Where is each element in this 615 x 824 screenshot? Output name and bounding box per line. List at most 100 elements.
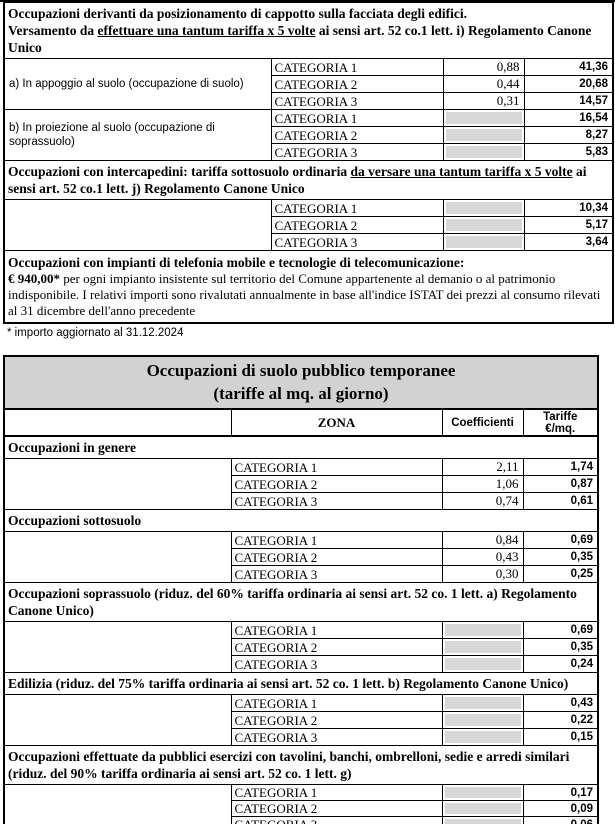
categoria-cell: CATEGORIA 1 bbox=[230, 784, 443, 801]
table-row: Occupazioni in genere bbox=[3, 435, 599, 459]
table-row: CATEGORIA 3 3,64 bbox=[4, 233, 614, 251]
row-label-empty bbox=[3, 694, 232, 746]
coefficiente-cell-shaded bbox=[442, 109, 525, 127]
coefficiente-cell: 1,06 bbox=[441, 475, 524, 493]
tariffa-cell: 0,69 bbox=[522, 531, 599, 549]
table-row: Occupazioni soprassuolo (riduz. del 60% … bbox=[3, 582, 599, 622]
coefficiente-cell: 0,74 bbox=[441, 492, 524, 510]
table-row: Occupazioni di suolo pubblico temporanee… bbox=[3, 355, 599, 410]
coefficiente-cell-shaded bbox=[441, 621, 524, 639]
section-heading-cappotto: Occupazioni derivanti da posizionamento … bbox=[3, 1, 614, 59]
table-row: CATEGORIA 2 0,09 bbox=[4, 800, 599, 817]
column-header-tariffe-line1: Tariffe bbox=[543, 410, 578, 423]
table-row: Occupazioni effettuate da pubblici eserc… bbox=[3, 745, 599, 785]
tariffa-cell: 16,54 bbox=[523, 109, 614, 127]
heading-line: Occupazioni derivanti da posizionamento … bbox=[8, 6, 467, 21]
categoria-cell: CATEGORIA 1 bbox=[270, 109, 444, 127]
tariffa-cell: 0,61 bbox=[522, 492, 599, 510]
coefficiente-cell: 0,43 bbox=[441, 548, 524, 566]
table-row: Occupazioni derivanti da posizionamento … bbox=[3, 1, 614, 59]
categoria-cell: CATEGORIA 2 bbox=[270, 75, 444, 93]
table-row: CATEGORIA 3 0,15 bbox=[4, 728, 599, 746]
coefficiente-cell-shaded bbox=[441, 655, 524, 673]
section-heading-sottosuolo: Occupazioni sottosuolo bbox=[3, 509, 599, 532]
categoria-cell: CATEGORIA 3 bbox=[230, 492, 443, 510]
tariffa-cell: 0,15 bbox=[522, 728, 599, 746]
coefficiente-cell: 2,11 bbox=[441, 458, 524, 476]
tariffa-cell: 0,87 bbox=[522, 475, 599, 493]
section-heading-edilizia: Edilizia (riduz. del 75% tariffa ordinar… bbox=[3, 672, 599, 695]
coefficiente-cell: 0,44 bbox=[442, 75, 525, 93]
categoria-cell: CATEGORIA 2 bbox=[230, 638, 443, 656]
table-row: CATEGORIA 1 0,69 bbox=[3, 621, 599, 673]
row-label-empty bbox=[3, 621, 232, 673]
tariffa-cell: 20,68 bbox=[523, 75, 614, 93]
row-label-empty bbox=[3, 784, 232, 824]
column-header-zona: ZONA bbox=[230, 408, 443, 437]
coefficiente-cell-shaded bbox=[441, 800, 524, 817]
column-header-tariffe: Tariffe €/mq. bbox=[522, 408, 599, 437]
tariffa-cell: 5,83 bbox=[523, 143, 614, 161]
telefonia-body: per ogni impianto insistente sul territo… bbox=[8, 271, 601, 318]
heading-text: ai sensi art. 52 co.1 lett. j) Regolamen… bbox=[8, 164, 587, 196]
categoria-cell: CATEGORIA 3 bbox=[230, 728, 443, 746]
table-row: a) In appoggio al suolo (occupazione di … bbox=[3, 58, 614, 110]
section-heading-pubblici-esercizi: Occupazioni effettuate da pubblici eserc… bbox=[3, 745, 599, 785]
categoria-cell: CATEGORIA 2 bbox=[230, 548, 443, 566]
coefficiente-cell: 0,84 bbox=[441, 531, 524, 549]
categoria-cell: CATEGORIA 3 bbox=[230, 655, 443, 673]
categoria-cell: CATEGORIA 1 bbox=[270, 58, 444, 76]
coefficiente-cell-shaded bbox=[441, 638, 524, 656]
table-row: CATEGORIA 3 5,83 bbox=[4, 143, 614, 161]
column-header-empty bbox=[3, 408, 232, 437]
table-row: CATEGORIA 2 0,22 bbox=[4, 711, 599, 729]
footnote: * importo aggiornato al 31.12.2024 bbox=[7, 327, 184, 339]
coefficiente-cell-shaded bbox=[441, 816, 524, 824]
telefonia-title: Occupazioni con impianti di telefonia mo… bbox=[8, 255, 465, 270]
table-row: CATEGORIA 1 10,34 bbox=[3, 199, 614, 251]
row-label-empty bbox=[3, 531, 232, 583]
categoria-cell: CATEGORIA 3 bbox=[230, 816, 443, 824]
coefficiente-cell-shaded bbox=[442, 216, 525, 234]
table-row: CATEGORIA 2 0,35 bbox=[4, 638, 599, 656]
categoria-cell: CATEGORIA 1 bbox=[270, 199, 444, 217]
table-row: CATEGORIA 1 2,11 1,74 bbox=[3, 458, 599, 510]
tariffa-cell: 0,24 bbox=[522, 655, 599, 673]
categoria-cell: CATEGORIA 1 bbox=[230, 458, 443, 476]
coefficiente-cell: 0,31 bbox=[442, 92, 525, 110]
section-heading-intercapedini: Occupazioni con intercapedini: tariffa s… bbox=[3, 160, 614, 200]
row-label-appoggio: a) In appoggio al suolo (occupazione di … bbox=[3, 58, 272, 110]
column-header-row: ZONA Coefficienti Tariffe €/mq. bbox=[3, 408, 599, 437]
categoria-cell: CATEGORIA 2 bbox=[230, 711, 443, 729]
coefficiente-cell-shaded bbox=[441, 784, 524, 801]
coefficiente-cell: 0,88 bbox=[442, 58, 525, 76]
coefficiente-cell-shaded bbox=[441, 728, 524, 746]
tariffa-cell: 0,22 bbox=[522, 711, 599, 729]
table-title-line1: Occupazioni di suolo pubblico temporanee bbox=[146, 361, 456, 380]
table-row: Occupazioni con impianti di telefonia mo… bbox=[3, 250, 614, 324]
table-title-line2: (tariffe al mq. al giorno) bbox=[213, 384, 389, 403]
table-row: CATEGORIA 2 5,17 bbox=[4, 216, 614, 234]
table-row: CATEGORIA 2 1,06 0,87 bbox=[4, 475, 599, 493]
section-telefonia: Occupazioni con impianti di telefonia mo… bbox=[3, 250, 614, 324]
row-label-empty bbox=[3, 458, 232, 510]
column-header-coefficienti: Coefficienti bbox=[441, 408, 524, 437]
table-suolo-pubblico-temporanee: Occupazioni di suolo pubblico temporanee… bbox=[3, 355, 599, 824]
table-row: Occupazioni sottosuolo bbox=[3, 509, 599, 532]
telefonia-paragraph: € 940,00* per ogni impianto insistente s… bbox=[8, 271, 606, 319]
tariffa-cell: 14,57 bbox=[523, 92, 614, 110]
coefficiente-cell-shaded bbox=[441, 711, 524, 729]
tariffa-cell: 0,17 bbox=[522, 784, 599, 801]
row-label-empty bbox=[3, 199, 272, 251]
tariffa-cell: 0,69 bbox=[522, 621, 599, 639]
tariffa-cell: 5,17 bbox=[523, 216, 614, 234]
tariffa-cell: 0,09 bbox=[522, 800, 599, 817]
categoria-cell: CATEGORIA 1 bbox=[230, 531, 443, 549]
categoria-cell: CATEGORIA 2 bbox=[230, 800, 443, 817]
coefficiente-cell-shaded bbox=[442, 126, 525, 144]
table-row: b) In proiezione al suolo (occupazione d… bbox=[3, 109, 614, 161]
categoria-cell: CATEGORIA 2 bbox=[270, 216, 444, 234]
table-row: CATEGORIA 1 0,43 bbox=[3, 694, 599, 746]
table-cappotto-tariffe: Occupazioni derivanti da posizionamento … bbox=[3, 1, 615, 324]
coefficiente-cell: 0,30 bbox=[441, 565, 524, 583]
